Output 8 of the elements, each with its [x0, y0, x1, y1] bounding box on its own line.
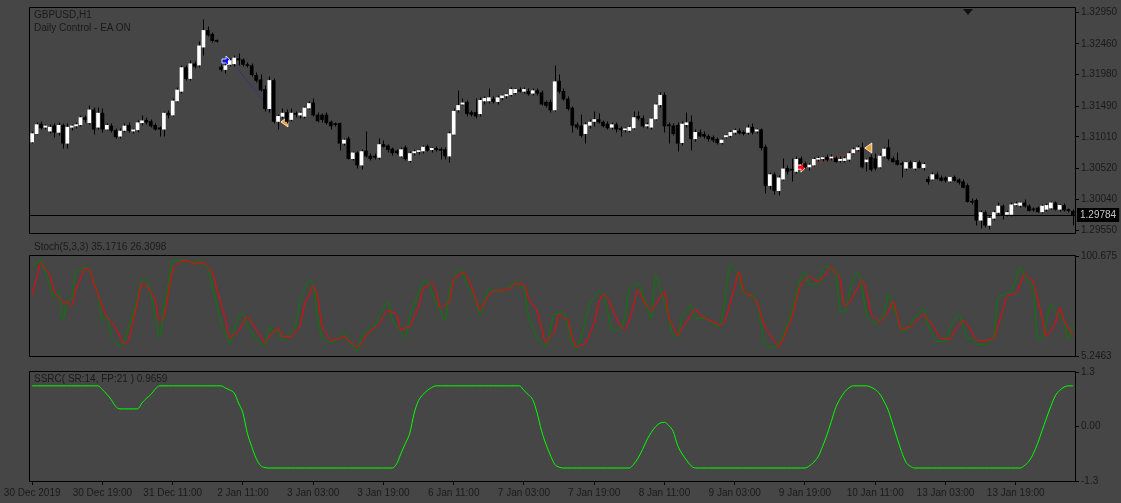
line-series [31, 385, 1074, 469]
candlestick [96, 107, 100, 130]
candlestick [162, 111, 166, 137]
candlestick [364, 131, 368, 158]
candlestick [65, 123, 70, 149]
ref-line-label: 1.29784 [1080, 209, 1117, 221]
candlestick [688, 115, 693, 151]
candlestick [478, 97, 482, 117]
